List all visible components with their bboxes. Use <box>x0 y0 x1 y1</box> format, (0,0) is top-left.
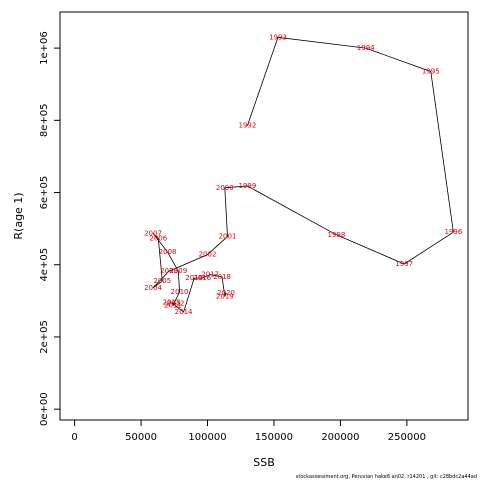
point-label-1997: 1997 <box>395 260 413 268</box>
x-tick-label: 0 <box>71 432 77 443</box>
point-label-2000: 2000 <box>216 184 234 192</box>
point-label-2019: 2019 <box>216 293 234 301</box>
point-label-1995: 1995 <box>422 68 440 76</box>
point-label-1996: 1996 <box>444 228 462 236</box>
point-label-1992: 1992 <box>238 122 256 130</box>
point-label-2006: 2006 <box>149 234 167 242</box>
y-tick-label: 2e+05 <box>39 320 50 354</box>
point-label-2001: 2001 <box>219 233 237 241</box>
y-tick-label: 8e+05 <box>39 104 50 138</box>
x-axis: 0 50000 100000 150000 200000 250000 <box>71 419 426 443</box>
series-line-group <box>152 36 454 313</box>
x-tick-label: 100000 <box>188 432 226 443</box>
x-tick-label: 50000 <box>125 432 157 443</box>
point-label-2002: 2002 <box>199 251 217 259</box>
point-label-2018: 2018 <box>213 273 231 281</box>
point-label-2012: 2012 <box>167 299 185 307</box>
point-label-2007: 2007 <box>144 229 162 237</box>
y-tick-label: 4e+05 <box>39 248 50 282</box>
point-label-2005: 2005 <box>153 277 171 285</box>
point-label-2017: 2017 <box>201 271 219 279</box>
point-label-1999: 1999 <box>238 182 256 190</box>
point-label-2011: 2011 <box>164 302 182 310</box>
y-tick-label: 1e+06 <box>39 31 50 65</box>
credit-text: stockassessment.org, Peruvian hake6 an02… <box>296 474 477 480</box>
point-label-1994: 1994 <box>357 44 375 52</box>
point-label-group: 1992 1993 1994 1995 1996 1997 1998 1999 2000 2001… <box>144 33 463 316</box>
point-label-2008: 2008 <box>159 248 177 256</box>
x-axis-title: SSB <box>253 456 275 469</box>
x-tick-label: 200000 <box>321 432 359 443</box>
point-label-1998: 1998 <box>327 231 345 239</box>
point-label-2009: 2009 <box>169 267 187 275</box>
point-label-2013: 2013 <box>163 299 181 307</box>
y-axis-title: R(age 1) <box>12 192 25 239</box>
x-tick-label: 150000 <box>255 432 293 443</box>
y-tick-label: 0e+00 <box>39 392 50 426</box>
y-axis: 0e+00 2e+05 4e+05 6e+05 8e+05 1e+06 <box>39 31 61 426</box>
point-label-2020: 2020 <box>217 289 235 297</box>
series-line <box>152 36 454 313</box>
y-tick-label: 6e+05 <box>39 176 50 210</box>
point-label-2014: 2014 <box>175 308 193 316</box>
x-tick-label: 250000 <box>388 432 426 443</box>
point-label-2010: 2010 <box>171 288 189 296</box>
point-label-2004: 2004 <box>144 284 162 292</box>
point-label-2015: 2015 <box>185 274 203 282</box>
point-label-2003: 2003 <box>160 267 178 275</box>
point-label-2016: 2016 <box>193 274 211 282</box>
point-label-1993: 1993 <box>269 33 287 41</box>
